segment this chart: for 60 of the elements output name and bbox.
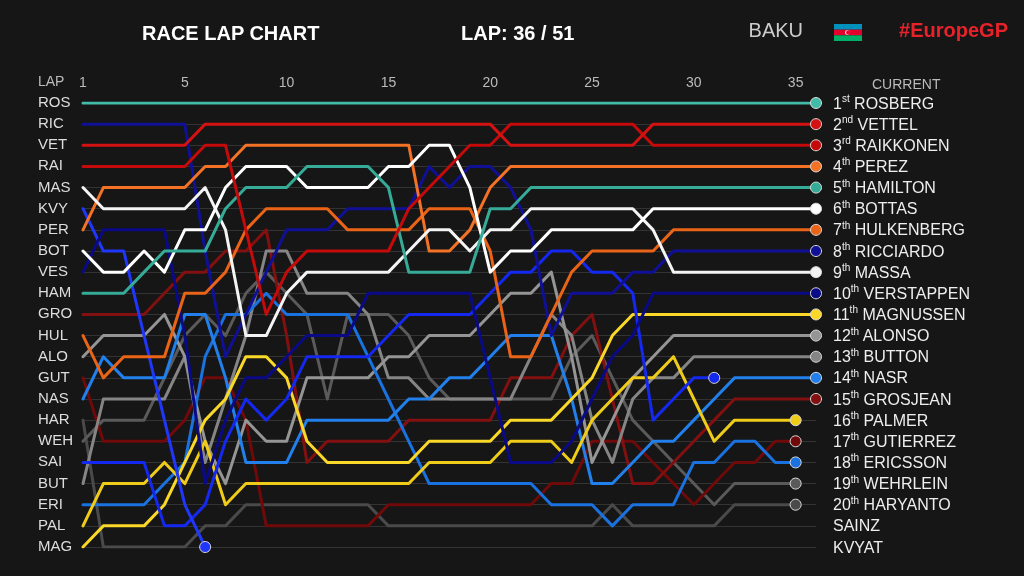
point [810,202,822,215]
point [810,350,822,363]
text: VES [38,262,69,280]
text: GRO [38,304,73,322]
text: WEH [38,431,73,449]
point [810,329,822,342]
text: ERI [38,494,64,512]
x-tick-label: 30 [686,74,702,90]
chart-subtitle: LAP: 36 / 51 [461,22,575,44]
text: RAI [38,156,64,174]
x-tick-label: 5 [180,74,189,90]
y-tick-label: KVYAT [833,538,884,556]
text: MAG [38,537,73,554]
point [810,118,822,131]
point [810,245,822,257]
x-tick-label: 35 [787,74,804,90]
point [789,414,802,427]
point [810,371,822,384]
text: NAS [38,389,69,406]
point [810,139,822,152]
point [789,498,802,511]
text: BAKU [748,19,804,41]
text: PER [38,219,70,237]
point [810,97,822,109]
text: #EuropeGP [899,19,1009,41]
point [789,477,802,490]
text: SAI [38,452,63,470]
text: VET [38,135,68,153]
point [789,456,802,469]
text: HAR [38,410,70,428]
text: ALO [38,346,69,364]
x-tick-label: 10 [278,74,295,90]
y-tick-label: SAINZ [833,517,881,535]
point [810,393,822,405]
text: RIC [38,114,64,132]
text: MAS [38,177,71,195]
text: BOT [38,241,69,258]
point [810,223,822,236]
text: PAL [38,515,66,533]
text: BUT [38,473,68,491]
text: HUL [38,325,69,343]
x-tick-label: 15 [380,74,397,90]
point [810,160,822,173]
point [810,266,822,279]
text: HAM [38,283,72,301]
chart-title: RACE LAP CHART [142,22,320,44]
text: KVY [38,198,69,216]
point [810,287,822,300]
x-tick-label: 25 [584,74,601,90]
y-axis-title: CURRENT [872,76,941,92]
x-tick-label: 1 [79,74,88,90]
point [810,308,822,321]
text: ROS [38,93,71,110]
point [810,181,822,194]
x-tick-label: 20 [482,74,499,90]
text: GUT [38,367,70,385]
point [708,371,721,384]
x-axis-title: LAP [38,73,65,89]
point [789,435,802,448]
point [199,541,212,553]
